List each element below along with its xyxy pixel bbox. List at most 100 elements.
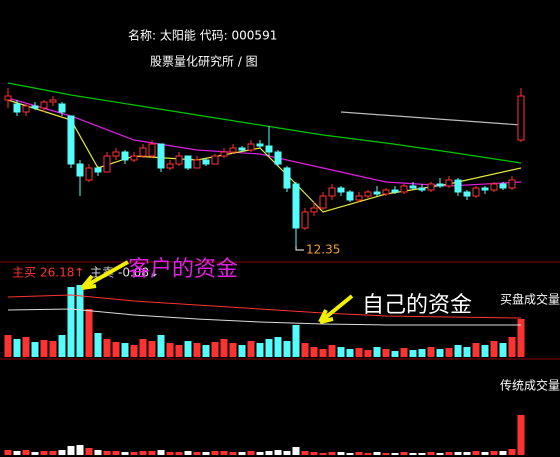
volume-bar: [202, 452, 210, 455]
volume-bar: [157, 450, 165, 455]
candle-body: [4, 95, 12, 101]
volume-bar: [247, 451, 255, 455]
volume-bar: [76, 445, 84, 455]
volume-bar: [193, 452, 201, 455]
candle-body: [148, 143, 156, 157]
candle-body: [13, 103, 21, 113]
candle-body: [274, 151, 282, 165]
candle-body: [319, 195, 327, 209]
candle-body: [31, 105, 39, 109]
candle-body: [22, 105, 30, 113]
candle-body: [436, 183, 444, 187]
buy-volume-bar: [31, 342, 39, 357]
volume-bar: [418, 453, 426, 455]
buy-volume-bar: [454, 345, 462, 357]
buy-volume-bar: [436, 349, 444, 357]
volume-bar: [490, 451, 498, 455]
volume-bar: [454, 452, 462, 455]
candle-body: [265, 145, 273, 153]
buy-volume-bar: [247, 341, 255, 357]
candle-body: [301, 211, 309, 229]
volume-bar: [49, 451, 57, 455]
buy-volume-bar: [49, 341, 57, 357]
volume-bar: [517, 415, 525, 455]
buy-volume-bar: [463, 347, 471, 357]
candle-body: [355, 195, 363, 201]
candle-body: [490, 183, 498, 191]
candle-body: [121, 151, 129, 161]
volume-bar: [256, 452, 264, 455]
legend-name: 主卖: [90, 266, 114, 280]
buy-volume-bar: [328, 345, 336, 357]
volume-bar: [58, 450, 66, 455]
buy-volume-bar: [220, 339, 228, 357]
candle-body: [445, 179, 453, 187]
volume-bar: [13, 451, 21, 455]
buy-volume-bar: [256, 343, 264, 357]
buy-volume-bar: [481, 345, 489, 357]
candle-body: [346, 191, 354, 201]
buy-volume-bar: [274, 337, 282, 357]
candle-body: [247, 143, 255, 151]
volume-bar: [337, 452, 345, 455]
volume-bar: [328, 452, 336, 455]
buy-volume-bar: [94, 333, 102, 357]
buy-volume-bar: [175, 345, 183, 357]
buy-volume-bar: [382, 349, 390, 357]
buy-volume-bar: [364, 350, 372, 357]
ma-line: [7, 308, 521, 326]
buy-volume-bar: [418, 349, 426, 357]
buy-volume-bar: [193, 343, 201, 357]
volume-bar: [139, 451, 147, 455]
candle-body: [283, 167, 291, 189]
candle-body: [103, 155, 111, 173]
volume-bar: [85, 448, 93, 455]
buy-volume-bar: [490, 341, 498, 357]
buy-volume-bar: [391, 351, 399, 357]
candle-body: [256, 143, 264, 147]
buy-volume-bar: [499, 343, 507, 357]
volume-bar: [472, 451, 480, 455]
buy-volume-bar: [337, 347, 345, 357]
candle-body: [85, 167, 93, 181]
volume-bar: [310, 452, 318, 455]
volume-bar: [301, 451, 309, 455]
candle-body: [130, 155, 138, 161]
buy-volume-bar: [85, 309, 93, 357]
candle-body: [499, 183, 507, 189]
buy-volume-bar: [472, 343, 480, 357]
volume-bar: [175, 452, 183, 455]
legend-name: 主买: [12, 266, 36, 280]
low-label: 12.35: [306, 243, 340, 257]
buy-volume-bar: [445, 348, 453, 357]
ma-line: [340, 111, 522, 126]
candle-body: [364, 191, 372, 197]
candle-body: [328, 187, 336, 197]
buy-volume-bar: [4, 335, 12, 357]
volume-bar: [463, 452, 471, 455]
buy-volume-bar: [229, 343, 237, 357]
candle-body: [427, 183, 435, 191]
legend-value: 26.18↑: [40, 266, 84, 280]
buy-volume-bar: [184, 341, 192, 357]
volume-bar: [319, 453, 327, 455]
buy-volume-bar: [301, 343, 309, 357]
volume-bar: [22, 450, 30, 455]
candle-body: [193, 159, 201, 169]
candle-body: [184, 155, 192, 169]
buy-volume-bar: [157, 335, 165, 357]
chart-subtitle: 股票量化研究所 / 图: [150, 54, 258, 69]
volume-bar: [508, 449, 516, 455]
candle-body: [175, 155, 183, 165]
buy-volume-bar: [283, 341, 291, 357]
buy-volume-bar: [517, 319, 525, 357]
volume-bar: [283, 451, 291, 455]
volume-bar: [4, 450, 12, 455]
buy-volume-bar: [13, 339, 21, 357]
volume-bar: [94, 450, 102, 455]
ma-line: [7, 99, 522, 213]
panel-label: 传统成交量: [500, 378, 560, 393]
buy-volume-bar: [139, 339, 147, 357]
volume-bar: [400, 452, 408, 455]
volume-bar: [382, 453, 390, 455]
